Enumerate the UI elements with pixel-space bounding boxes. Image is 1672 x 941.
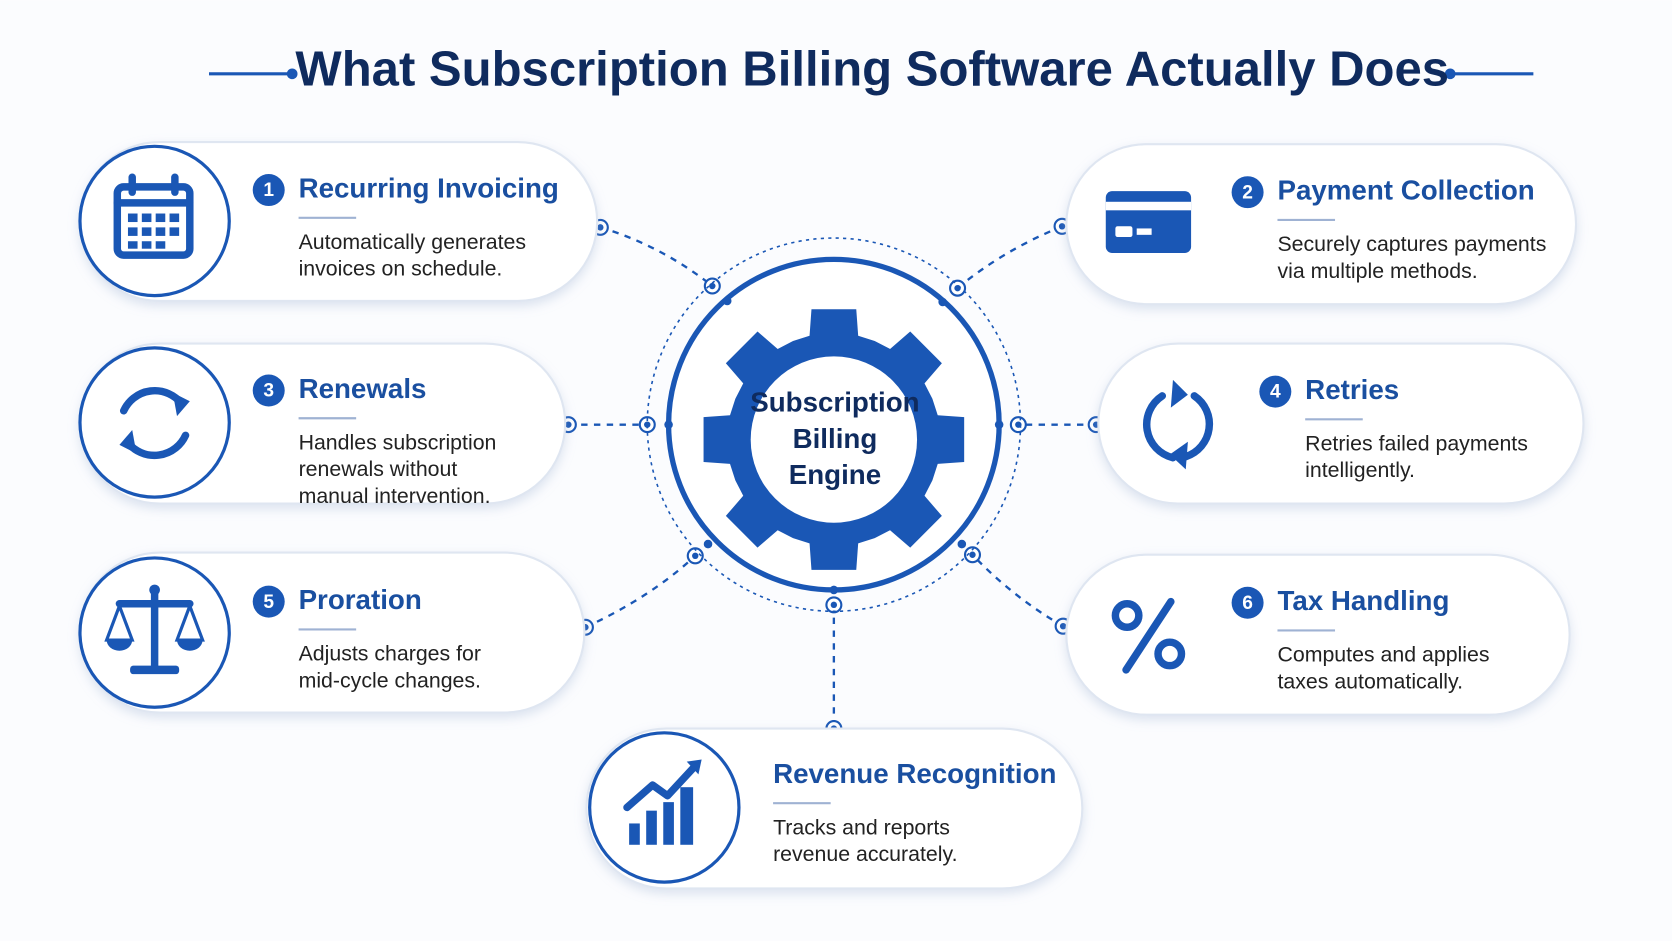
junction <box>938 297 947 307</box>
icon-chart <box>623 759 702 845</box>
connector-dot-core <box>709 282 716 290</box>
connector-dot-core <box>565 421 572 428</box>
connector-dot-core <box>597 224 604 231</box>
icon-ring <box>78 144 231 298</box>
card-description: Computes and applies <box>1277 643 1489 667</box>
number-badge <box>1231 586 1264 619</box>
card-title: Retries <box>1305 374 1399 405</box>
feature-card: 1 Recurring Invoicing Automatically genera… <box>78 141 599 303</box>
card-title: Renewals <box>299 373 427 404</box>
junction <box>994 420 1004 429</box>
card-title: Proration <box>299 584 422 615</box>
number-badge <box>252 374 285 407</box>
junction <box>957 539 967 549</box>
title-rule <box>209 68 1534 80</box>
page-title: What Subscription Billing Software Actua… <box>295 43 1449 97</box>
card-description: Tracks and reports <box>773 815 950 839</box>
feature-card: 3 Renewals Handles subscription renewals wi… <box>78 342 567 508</box>
junction <box>664 420 673 429</box>
icon-calendar <box>113 173 194 259</box>
number-label: 2 <box>1242 182 1253 203</box>
junction <box>722 296 732 306</box>
card-body <box>1065 553 1571 716</box>
icon-scale <box>104 584 205 675</box>
card-description: manual intervention. <box>299 484 491 508</box>
center-label-line: Subscription <box>750 387 919 418</box>
icon-ring <box>78 346 231 499</box>
card-description: intelligently. <box>1305 458 1415 482</box>
card-body <box>1097 342 1585 505</box>
number-label: 6 <box>1242 593 1253 614</box>
junction <box>703 539 713 549</box>
junction <box>829 585 839 595</box>
number-badge <box>252 585 285 618</box>
connector-dot-core <box>692 552 699 560</box>
cards: 1 Recurring Invoicing Automatically genera… <box>78 141 1585 890</box>
center-label-line: Billing <box>793 423 878 454</box>
connector-dot-core <box>969 551 976 558</box>
card-body <box>1065 143 1578 306</box>
card-description: Automatically generates <box>299 230 526 254</box>
card-description: mid-cycle changes. <box>299 668 481 692</box>
number-label: 1 <box>263 180 274 201</box>
icon-card <box>1105 191 1192 253</box>
card-description: Retries failed payments <box>1305 432 1528 456</box>
card-description: Securely captures payments <box>1277 232 1546 256</box>
connector-dot-core <box>1059 622 1067 630</box>
icon-renew <box>119 387 190 460</box>
number-badge <box>1259 375 1292 408</box>
card-description: Adjusts charges for <box>299 642 481 666</box>
card-description: revenue accurately. <box>773 842 957 866</box>
number-label: 3 <box>263 381 274 402</box>
feature-card: 4 Retries Retries failed paymentsintellige… <box>1097 342 1585 505</box>
card-description: invoices on schedule. <box>299 257 503 281</box>
icon-percent <box>1111 597 1186 674</box>
card-title: Recurring Invoicing <box>299 172 559 203</box>
feature-card: Revenue Recognition Tracks and reports rev… <box>585 727 1084 890</box>
connector-dot-core <box>644 421 651 428</box>
card-title: Payment Collection <box>1277 175 1534 206</box>
icon-retry <box>1143 379 1214 470</box>
connector-dot-core <box>1058 223 1066 230</box>
number-label: 4 <box>1270 382 1281 403</box>
card-description: taxes automatically. <box>1277 669 1463 693</box>
card-description: renewals without <box>299 457 458 481</box>
center-label: Subscription Billing Engine <box>750 387 919 491</box>
number-label: 5 <box>263 592 274 613</box>
card-description: Handles subscription <box>299 430 497 454</box>
card-title: Tax Handling <box>1277 585 1449 616</box>
feature-card: 2 Payment Collection Securely captures pay… <box>1065 143 1578 306</box>
card-description: via multiple methods. <box>1277 259 1477 283</box>
card-title: Revenue Recognition <box>773 758 1056 789</box>
center-label-line: Engine <box>789 459 881 490</box>
engine <box>646 237 1022 613</box>
number-badge <box>252 174 285 207</box>
connector-dot-core <box>830 601 838 609</box>
number-badge <box>1231 176 1264 209</box>
